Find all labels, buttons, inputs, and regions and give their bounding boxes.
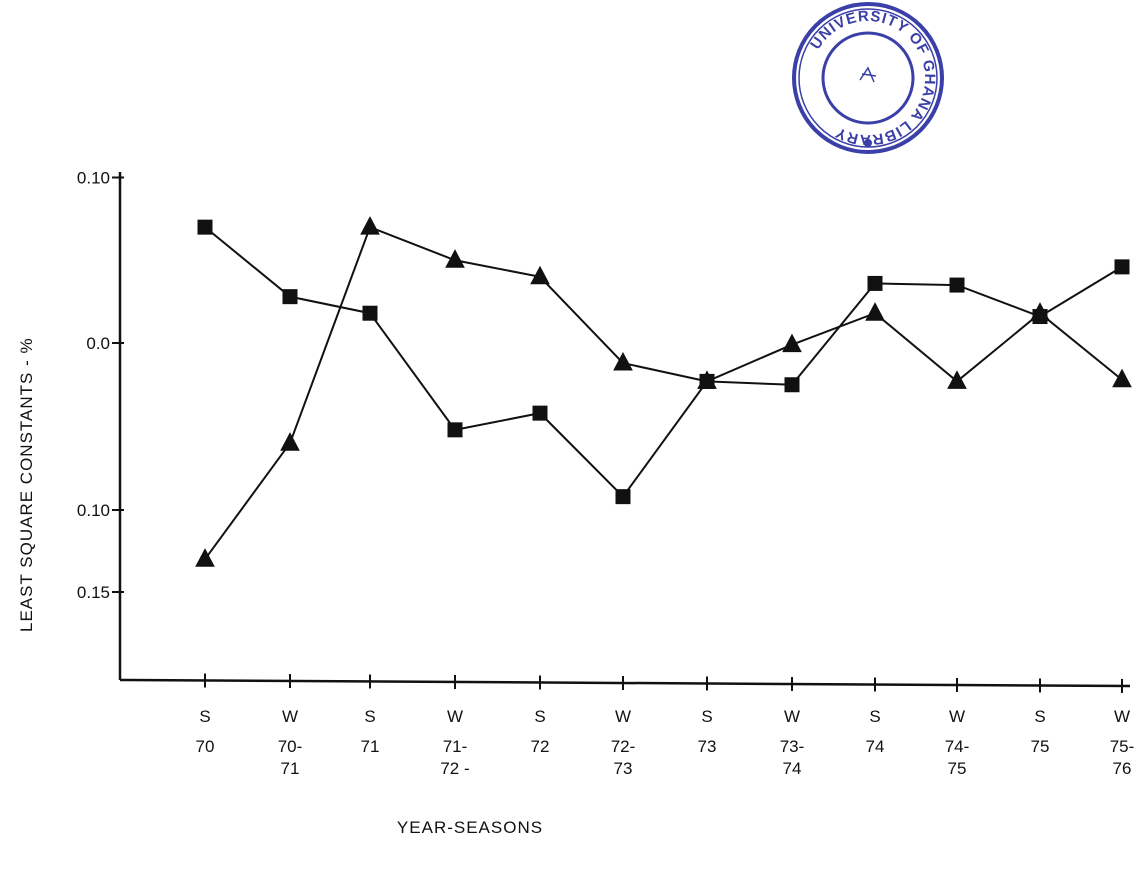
- square-marker: [615, 489, 631, 505]
- x-category-season: S: [701, 707, 712, 726]
- square-marker: [282, 289, 298, 305]
- triangle-marker: [613, 351, 633, 371]
- x-category-year: 73: [614, 759, 633, 778]
- x-category-year: 72-: [611, 737, 636, 756]
- y-axis-title: LEAST SQUARE CONSTANTS - %: [17, 337, 36, 632]
- x-category-season: S: [1034, 707, 1045, 726]
- x-category-year: 70-: [278, 737, 303, 756]
- x-category-year: 73-: [780, 737, 805, 756]
- x-category-year: 73: [698, 737, 717, 756]
- x-category-season: W: [1114, 707, 1130, 726]
- square-marker: [197, 219, 213, 235]
- square-series-line: [204, 226, 1123, 499]
- y-tick-label: 0.15: [77, 583, 110, 602]
- y-tick-label: 0.0: [86, 334, 110, 353]
- triangle-marker: [1112, 368, 1132, 388]
- plot-area: 0.10 0.0 0.10 0.15 S 70 W 70- 71 S 71 W 71- 72 - S 72 W 7…: [77, 169, 1134, 779]
- triangle-marker: [697, 370, 717, 389]
- square-marker: [532, 405, 548, 421]
- x-category-season: W: [447, 707, 463, 726]
- triangle-marker: [865, 302, 885, 321]
- x-category-year: 74: [866, 737, 885, 756]
- x-category-year: 71: [281, 759, 300, 778]
- x-category-year: 75-: [1110, 737, 1135, 756]
- triangle-marker: [782, 333, 802, 353]
- square-marker: [867, 275, 883, 291]
- library-stamp: UNIVERSITY OF GHANA LIBRARY: [792, 2, 944, 154]
- x-category-season: W: [615, 707, 631, 726]
- square-marker: [447, 422, 463, 438]
- x-category-year: 72 -: [440, 759, 469, 778]
- x-category-year: 71-: [443, 737, 468, 756]
- x-category-year: 70: [196, 737, 215, 756]
- x-category-season: W: [784, 707, 800, 726]
- x-category-year: 71: [361, 737, 380, 756]
- triangle-marker: [195, 548, 215, 567]
- square-marker: [362, 305, 378, 321]
- x-category-year: 74: [783, 759, 802, 778]
- square-marker: [784, 377, 800, 393]
- x-category-year: 75: [948, 759, 967, 778]
- x-category-year: 72: [531, 737, 550, 756]
- triangle-marker: [360, 216, 380, 235]
- x-category-season: S: [534, 707, 545, 726]
- x-axis-title: YEAR-SEASONS: [397, 818, 543, 837]
- x-category-season: S: [199, 707, 210, 726]
- y-tick-label: 0.10: [77, 501, 110, 520]
- x-category-season: S: [364, 707, 375, 726]
- y-tick-label: 0.10: [77, 169, 110, 188]
- square-marker: [949, 277, 965, 293]
- x-axis-line: [119, 678, 1131, 688]
- triangle-marker: [280, 432, 300, 451]
- x-category-season: W: [949, 707, 965, 726]
- triangle-marker: [1030, 302, 1050, 321]
- triangle-marker: [947, 370, 967, 389]
- x-category-year: 74-: [945, 737, 970, 756]
- x-category-year: 76: [1113, 759, 1132, 778]
- x-category-season: W: [282, 707, 298, 726]
- triangle-marker: [530, 265, 550, 285]
- triangle-marker: [445, 249, 465, 268]
- triangle-series-line: [204, 225, 1123, 560]
- x-category-year: 75: [1031, 737, 1050, 756]
- square-marker: [1114, 259, 1130, 275]
- x-category-season: S: [869, 707, 880, 726]
